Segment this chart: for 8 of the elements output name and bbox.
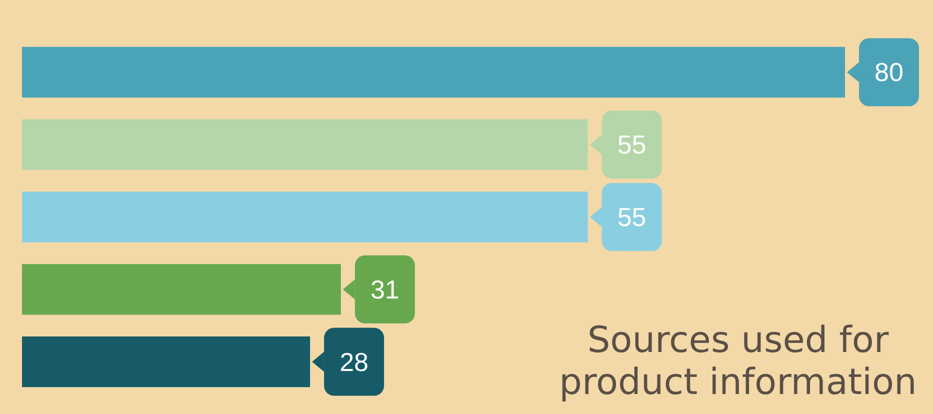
data-label: 28 bbox=[340, 346, 369, 377]
bar bbox=[22, 46, 845, 98]
text: Sources used for product information bbox=[559, 320, 917, 403]
data-label: 55 bbox=[617, 130, 646, 160]
data-label: 80 bbox=[874, 57, 904, 88]
bar bbox=[22, 264, 341, 315]
data-label: 55 bbox=[617, 202, 646, 232]
data-label: 31 bbox=[370, 274, 400, 304]
